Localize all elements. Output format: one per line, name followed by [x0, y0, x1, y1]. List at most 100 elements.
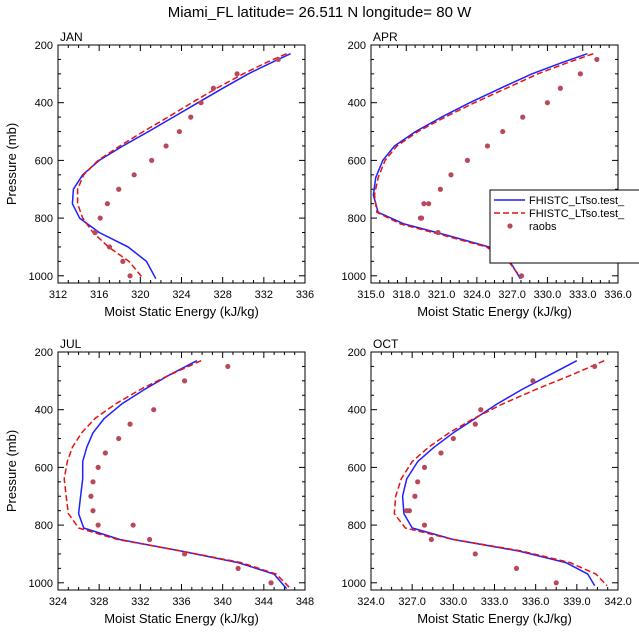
- x-tick-label: 332: [131, 596, 149, 608]
- y-axis-title: Pressure (mb): [4, 123, 19, 205]
- raobs-marker: [418, 215, 425, 221]
- series-line-solid: [401, 360, 596, 587]
- y-tick-label: 200: [348, 347, 366, 359]
- panel-title: OCT: [373, 337, 399, 351]
- legend-raobs-marker: [507, 223, 513, 229]
- raobs-marker: [472, 421, 478, 427]
- raobs-marker: [198, 100, 204, 106]
- plot-frame: [370, 351, 619, 591]
- plot-frame: [57, 351, 306, 591]
- x-tick-label: 328: [213, 289, 231, 301]
- raobs-marker: [448, 172, 454, 178]
- raobs-marker: [557, 85, 563, 91]
- raobs-marker: [149, 157, 155, 163]
- x-tick-label: 321.0: [428, 289, 456, 301]
- y-tick-label: 1000: [29, 578, 53, 590]
- y-tick-label: 1000: [29, 271, 53, 283]
- legend-label: FHISTC_LTso.test_: [529, 195, 625, 207]
- x-tick-label: 336.0: [522, 596, 550, 608]
- raobs-marker: [421, 201, 427, 207]
- raobs-marker: [176, 128, 183, 135]
- panel-title: APR: [373, 30, 398, 44]
- x-tick-label: 315.0: [357, 289, 385, 301]
- raobs-marker: [577, 71, 583, 77]
- raobs-marker: [428, 536, 434, 543]
- y-tick-label: 200: [35, 40, 53, 52]
- x-tick-label: 324: [49, 596, 67, 608]
- raobs-marker: [95, 464, 101, 470]
- panel-title: JUL: [60, 337, 82, 351]
- raobs-marker: [151, 407, 157, 413]
- raobs-marker: [426, 201, 432, 207]
- y-tick-label: 200: [35, 347, 53, 359]
- series-line-solid: [372, 52, 588, 280]
- panel-jul: JUL 324 328 332 336 340 344 348 200 400 600 800 1000…: [4, 337, 314, 626]
- legend-label: FHISTC_LTso.test_: [529, 208, 625, 220]
- x-tick-label: 327.0: [498, 289, 526, 301]
- raobs-marker: [415, 479, 421, 485]
- raobs-marker: [90, 508, 96, 514]
- figure-title: Miami_FL latitude= 26.511 N longitude= 8…: [167, 4, 472, 21]
- y-tick-label: 1000: [342, 271, 366, 283]
- x-tick-label: 336.0: [604, 289, 632, 301]
- x-axis-title: Moist Static Energy (kJ/kg): [417, 611, 572, 626]
- legend-box: [489, 189, 639, 264]
- raobs-marker: [210, 85, 217, 91]
- x-tick-label: 324.0: [463, 289, 491, 301]
- x-axis-title: Moist Static Energy (kJ/kg): [104, 611, 259, 626]
- raobs-marker: [127, 421, 133, 427]
- x-tick-label: 324.0: [357, 596, 385, 608]
- raobs-marker: [97, 215, 103, 221]
- y-tick-label: 800: [35, 520, 53, 532]
- x-tick-label: 327.0: [398, 596, 426, 608]
- raobs-marker: [88, 493, 94, 499]
- x-axis-title: Moist Static Energy (kJ/kg): [417, 304, 572, 319]
- series-line-dashed: [393, 360, 608, 587]
- series-line-solid: [71, 53, 291, 280]
- y-tick-label: 800: [35, 213, 53, 225]
- series-line-dashed: [373, 52, 594, 280]
- raobs-marker: [544, 100, 551, 106]
- series-line-dashed: [63, 360, 292, 590]
- y-tick-label: 200: [348, 40, 366, 52]
- raobs-marker: [500, 128, 506, 135]
- raobs-marker: [131, 172, 137, 178]
- panel-oct: OCT 324.0 327.0 330.0 333.0 336.0 339.0 342.0 20…: [342, 337, 632, 626]
- x-tick-label: 340: [213, 596, 231, 608]
- raobs-marker: [435, 229, 441, 236]
- raobs-marker: [513, 565, 520, 571]
- raobs-marker: [130, 522, 136, 528]
- raobs-marker: [518, 273, 525, 279]
- series-line-solid: [77, 360, 288, 590]
- raobs-marker: [478, 407, 484, 413]
- raobs-marker: [520, 114, 526, 120]
- raobs-marker: [421, 522, 428, 528]
- x-tick-label: 328: [90, 596, 108, 608]
- raobs-marker: [530, 378, 536, 384]
- x-tick-label: 344: [255, 596, 273, 608]
- raobs-marker: [127, 273, 133, 279]
- panel-apr: APR 315.0 318.0 321.0 324.0 327.0 330.0 333.0 33…: [342, 30, 632, 319]
- raobs-marker: [116, 435, 122, 442]
- y-tick-label: 1000: [342, 578, 366, 590]
- raobs-marker: [268, 580, 274, 586]
- raobs-marker: [120, 258, 126, 264]
- legend: FHISTC_LTso.test_FHISTC_LTso.test_raobs: [489, 189, 639, 264]
- y-tick-label: 800: [348, 213, 366, 225]
- raobs-marker: [163, 143, 169, 149]
- y-tick-label: 600: [348, 462, 366, 474]
- y-tick-label: 400: [35, 405, 53, 417]
- raobs-marker: [95, 522, 101, 528]
- raobs-marker: [225, 363, 231, 370]
- x-tick-label: 316: [90, 289, 108, 301]
- raobs-marker: [188, 114, 194, 120]
- y-tick-label: 600: [35, 462, 53, 474]
- raobs-marker: [90, 479, 96, 485]
- raobs-marker: [106, 244, 113, 250]
- x-tick-label: 324: [172, 289, 190, 301]
- y-axis-title: Pressure (mb): [4, 430, 19, 512]
- y-tick-label: 600: [35, 155, 53, 167]
- raobs-marker: [235, 565, 241, 571]
- raobs-marker: [116, 186, 122, 192]
